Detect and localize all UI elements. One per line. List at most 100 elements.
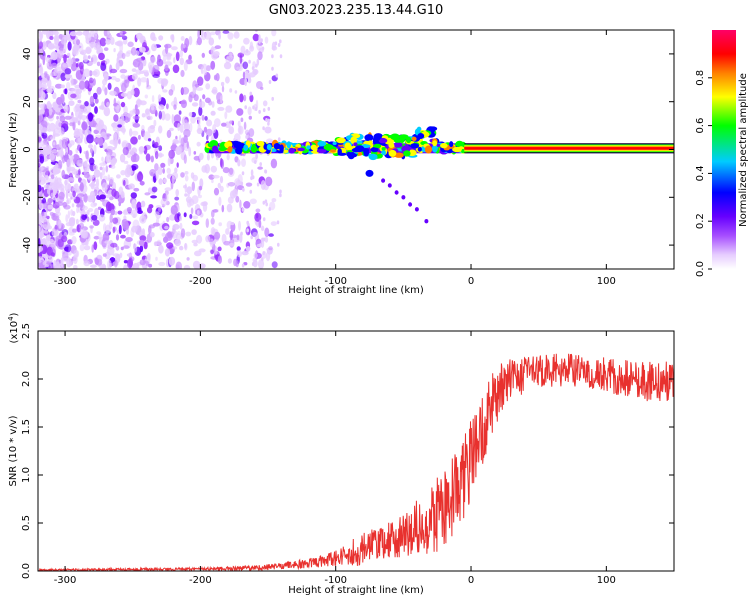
noise-speckle — [255, 107, 258, 111]
noise-speckle — [168, 150, 175, 159]
noise-speckle — [116, 105, 119, 113]
noise-speckle — [116, 174, 121, 178]
noise-speckle — [79, 185, 83, 190]
noise-speckle — [164, 226, 169, 230]
noise-speckle — [45, 201, 51, 205]
descending-trace-point — [408, 202, 412, 206]
noise-speckle — [69, 218, 76, 227]
noise-speckle — [227, 204, 233, 213]
noise-speckle — [99, 162, 107, 166]
noise-speckle — [180, 70, 184, 77]
noise-speckle — [86, 134, 94, 143]
noise-speckle — [154, 142, 158, 147]
noise-speckle — [218, 33, 221, 39]
noise-speckle — [121, 93, 128, 97]
noise-speckle — [53, 142, 55, 145]
noise-speckle — [246, 183, 252, 187]
noise-speckle — [125, 237, 133, 242]
noise-speckle — [101, 157, 104, 162]
noise-speckle — [93, 166, 96, 170]
noise-speckle — [73, 158, 77, 164]
noise-speckle — [107, 260, 112, 270]
noise-speckle — [41, 73, 44, 79]
descending-trace-point — [395, 190, 399, 194]
noise-speckle — [229, 44, 232, 49]
noise-speckle — [229, 120, 233, 123]
noise-speckle — [90, 175, 95, 180]
noise-speckle — [84, 161, 88, 167]
y-tick-label: 2.0 — [21, 371, 32, 387]
noise-speckle — [240, 232, 243, 236]
carrier-blob — [393, 142, 402, 148]
noise-speckle — [157, 56, 160, 64]
noise-speckle — [162, 89, 167, 92]
noise-speckle — [179, 246, 183, 251]
y-tick-label: 0 — [22, 146, 33, 152]
noise-speckle — [98, 53, 105, 60]
noise-speckle — [238, 221, 241, 231]
noise-speckle — [158, 35, 163, 40]
carrier-blob — [311, 145, 317, 151]
noise-speckle — [113, 114, 118, 122]
noise-speckle — [158, 207, 161, 212]
carrier-blob — [389, 150, 397, 157]
noise-speckle — [97, 62, 101, 67]
noise-speckle — [74, 131, 81, 138]
noise-speckle — [236, 108, 243, 116]
noise-speckle — [83, 260, 90, 266]
noise-speckle — [202, 64, 207, 70]
noise-speckle — [228, 182, 235, 187]
noise-speckle — [158, 262, 165, 266]
noise-speckle — [223, 167, 230, 173]
noise-speckle — [243, 201, 250, 209]
noise-speckle — [276, 74, 279, 78]
noise-speckle — [68, 143, 72, 148]
noise-speckle — [109, 91, 117, 96]
noise-speckle — [278, 137, 281, 141]
descending-trace-point — [388, 183, 392, 187]
noise-speckle — [51, 72, 56, 77]
noise-speckle — [76, 207, 79, 214]
noise-speckle — [120, 235, 126, 239]
noise-speckle — [106, 154, 112, 163]
noise-speckle — [138, 135, 141, 140]
noise-speckle — [63, 36, 70, 40]
noise-speckle — [85, 47, 91, 55]
noise-speckle — [97, 87, 102, 95]
noise-speckle — [64, 183, 71, 192]
carrier-blob — [364, 134, 373, 141]
noise-speckle — [99, 194, 106, 199]
noise-speckle — [211, 179, 214, 183]
carrier-blob — [410, 143, 419, 148]
noise-speckle — [50, 89, 53, 93]
noise-speckle — [139, 240, 145, 246]
noise-speckle — [166, 103, 169, 109]
noise-speckle — [234, 31, 240, 38]
noise-speckle — [135, 104, 138, 110]
noise-speckle — [43, 176, 50, 184]
noise-speckle — [241, 118, 244, 123]
noise-speckle — [102, 264, 106, 271]
noise-speckle — [121, 102, 125, 107]
noise-speckle — [50, 240, 55, 247]
x-tick-label: 100 — [597, 575, 616, 586]
noise-speckle — [121, 83, 127, 93]
noise-speckle — [269, 80, 272, 84]
noise-speckle — [148, 264, 152, 268]
noise-speckle — [181, 228, 185, 238]
noise-speckle — [213, 209, 219, 213]
noise-speckle — [184, 212, 187, 217]
carrier-blob — [406, 137, 411, 143]
noise-speckle — [86, 150, 89, 159]
noise-speckle — [55, 212, 61, 217]
noise-speckle — [110, 243, 117, 248]
noise-speckle — [184, 243, 187, 251]
noise-speckle — [263, 108, 266, 112]
noise-speckle — [272, 198, 277, 202]
carrier-blob — [235, 147, 242, 155]
noise-speckle — [250, 199, 257, 205]
noise-speckle — [243, 62, 249, 70]
noise-speckle — [36, 185, 42, 192]
noise-speckle — [134, 243, 137, 252]
noise-speckle — [81, 121, 87, 130]
